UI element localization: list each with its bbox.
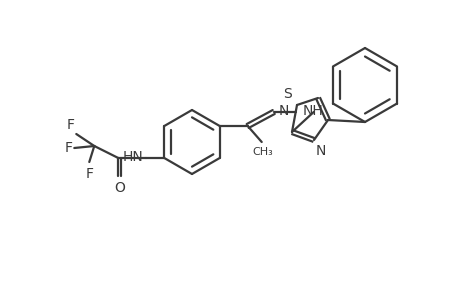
- Text: CH₃: CH₃: [252, 147, 273, 157]
- Text: N: N: [278, 104, 288, 118]
- Text: F: F: [85, 167, 93, 181]
- Text: F: F: [64, 141, 72, 155]
- Text: O: O: [113, 181, 124, 195]
- Text: F: F: [66, 118, 74, 132]
- Text: HN: HN: [122, 150, 143, 164]
- Text: NH: NH: [302, 104, 323, 118]
- Text: N: N: [315, 144, 326, 158]
- Text: S: S: [283, 87, 291, 101]
